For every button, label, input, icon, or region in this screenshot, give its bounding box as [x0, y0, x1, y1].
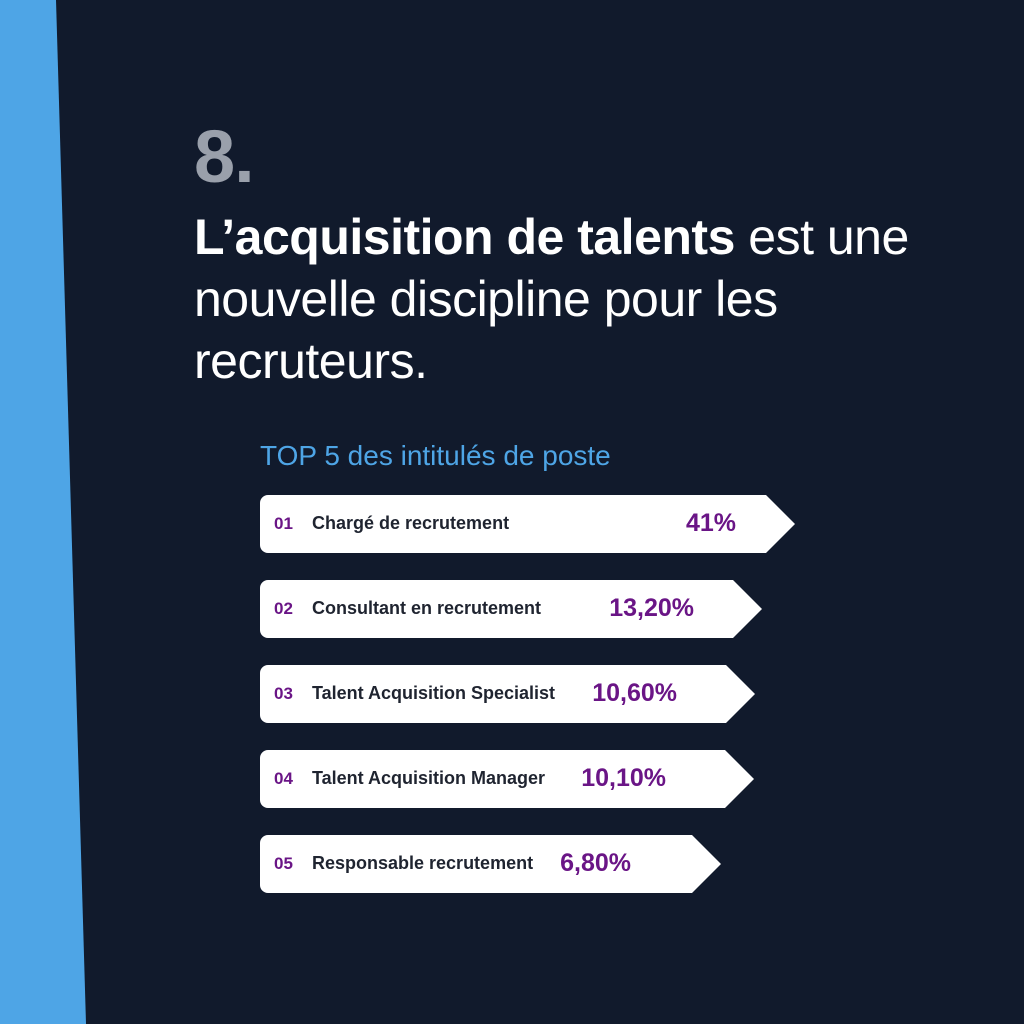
bar-value-label: 10,60%: [592, 679, 677, 707]
bar-rank: 01: [274, 514, 293, 533]
bar-3: 03 Talent Acquisition Specialist 10,60%: [260, 665, 755, 723]
bar-category-label: Talent Acquisition Specialist: [312, 683, 556, 703]
bar-2: 02 Consultant en recrutement 13,20%: [260, 580, 762, 638]
bar-value-label: 6,80%: [560, 849, 631, 877]
headline: L’acquisition de talents est une nouvell…: [194, 206, 914, 392]
bar-value-label: 10,10%: [581, 764, 666, 792]
bar-category-label: Consultant en recrutement: [312, 598, 542, 618]
section-number: 8.: [194, 115, 255, 198]
headline-bold-part: L’acquisition de talents: [194, 209, 735, 265]
bar-value-label: 13,20%: [609, 594, 694, 622]
bar-rank: 04: [274, 769, 293, 788]
headline-rest: est une nouvelle discipline pour les rec…: [194, 209, 909, 389]
bar-category-label: Responsable recrutement: [312, 853, 534, 873]
bar-1: 01 Chargé de recrutement 41%: [260, 495, 795, 553]
bar-category-label: Talent Acquisition Manager: [312, 768, 546, 788]
bar-rank: 03: [274, 684, 293, 703]
bar-chart: 01 Chargé de recrutement 41% 02 Consultant e…: [260, 495, 860, 915]
bar-rank: 02: [274, 599, 293, 618]
bar-4: 04 Talent Acquisition Manager 10,10%: [260, 750, 754, 808]
bar-rank: 05: [274, 854, 293, 873]
bar-value-label: 41%: [685, 509, 736, 537]
bar-category-label: Chargé de recrutement: [312, 513, 510, 533]
chart-title: TOP 5 des intitulés de poste: [260, 440, 611, 471]
bar-5: 05 Responsable recrutement 6,80%: [260, 835, 721, 893]
